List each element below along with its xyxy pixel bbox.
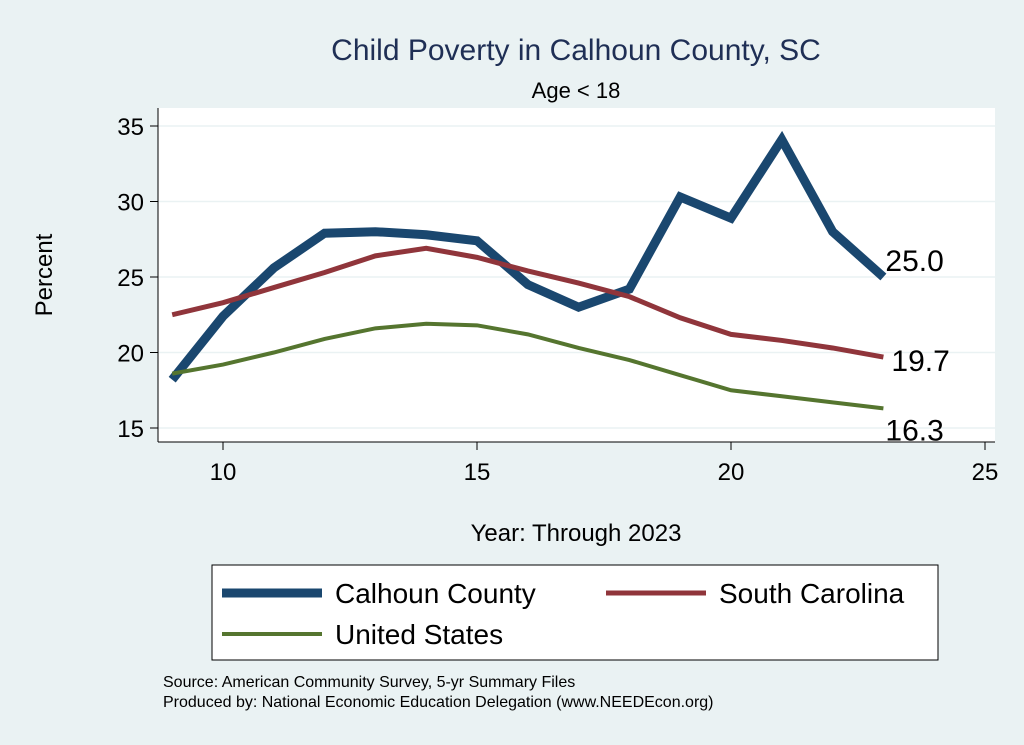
legend-label: South Carolina xyxy=(719,578,905,609)
x-tick-label: 20 xyxy=(718,459,745,486)
end-label: 25.0 xyxy=(885,245,943,278)
end-label: 19.7 xyxy=(891,345,949,378)
x-tick-label: 15 xyxy=(464,459,491,486)
source-note: Source: American Community Survey, 5-yr … xyxy=(163,674,575,691)
legend-label: Calhoun County xyxy=(335,578,536,609)
plot-area xyxy=(158,108,995,442)
y-tick-label: 25 xyxy=(117,265,144,292)
y-tick-label: 30 xyxy=(117,190,144,217)
chart-subtitle: Age < 18 xyxy=(532,78,621,103)
x-axis-label: Year: Through 2023 xyxy=(471,520,682,547)
x-tick-label: 10 xyxy=(210,459,237,486)
y-tick-label: 35 xyxy=(117,114,144,141)
x-tick-label: 25 xyxy=(972,459,999,486)
legend xyxy=(211,564,939,661)
produced-by-note: Produced by: National Economic Education… xyxy=(163,694,714,711)
chart-title: Child Poverty in Calhoun County, SC xyxy=(331,34,821,67)
y-tick-label: 15 xyxy=(117,416,144,443)
legend-label: United States xyxy=(335,619,503,650)
y-tick-label: 20 xyxy=(117,341,144,368)
y-axis-label: Percent xyxy=(31,233,58,316)
end-label: 16.3 xyxy=(885,414,943,447)
